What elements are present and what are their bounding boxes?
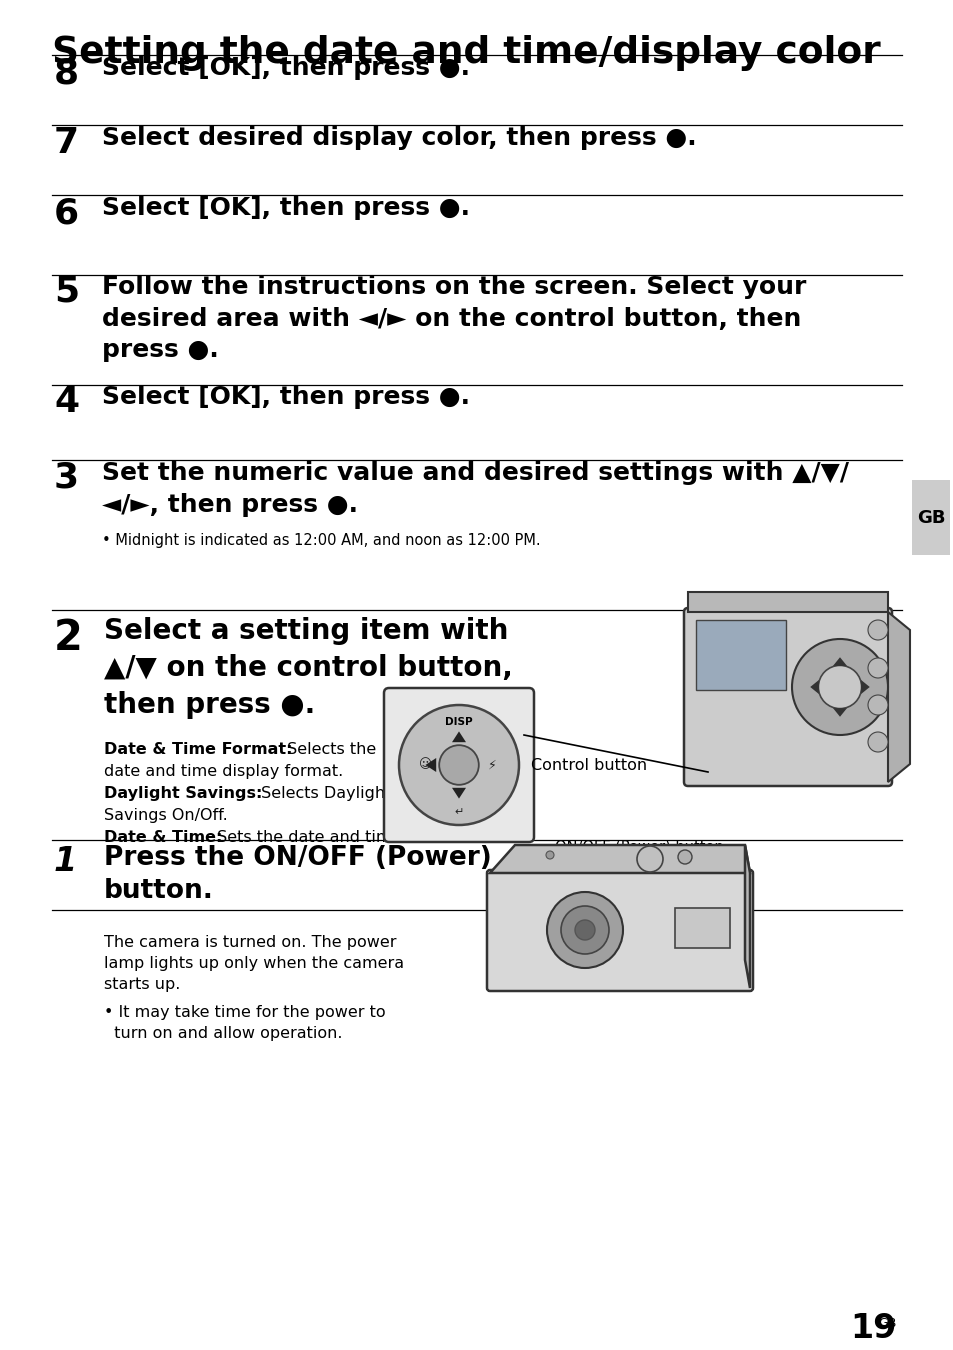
Text: 1: 1 bbox=[54, 845, 77, 878]
Bar bbox=[675, 909, 729, 948]
FancyBboxPatch shape bbox=[683, 608, 891, 786]
Text: 19: 19 bbox=[850, 1312, 896, 1345]
Text: • Midnight is indicated as 12:00 AM, and noon as 12:00 PM.: • Midnight is indicated as 12:00 AM, and… bbox=[102, 533, 540, 548]
Polygon shape bbox=[832, 709, 846, 717]
Bar bbox=[687, 593, 887, 612]
Polygon shape bbox=[490, 845, 749, 873]
Text: Date & Time:: Date & Time: bbox=[104, 830, 222, 845]
Circle shape bbox=[438, 745, 478, 784]
Text: 5: 5 bbox=[54, 275, 79, 309]
Text: Setting the date and time/display color: Setting the date and time/display color bbox=[52, 35, 880, 72]
Text: Control button: Control button bbox=[531, 757, 646, 772]
Text: ON/OFF (Power) button: ON/OFF (Power) button bbox=[555, 840, 723, 855]
Polygon shape bbox=[809, 680, 818, 694]
Text: GB: GB bbox=[878, 1318, 896, 1330]
Circle shape bbox=[818, 666, 861, 709]
Text: • It may take time for the power to
  turn on and allow operation.: • It may take time for the power to turn… bbox=[104, 1004, 385, 1041]
Circle shape bbox=[867, 657, 887, 678]
FancyBboxPatch shape bbox=[384, 688, 534, 842]
Circle shape bbox=[560, 906, 608, 954]
Text: 8: 8 bbox=[54, 55, 79, 90]
Circle shape bbox=[546, 892, 622, 968]
Text: Press the ON/OFF (Power)
button.: Press the ON/OFF (Power) button. bbox=[104, 845, 491, 905]
Text: 3: 3 bbox=[54, 460, 79, 495]
Polygon shape bbox=[832, 657, 846, 666]
Bar bbox=[696, 620, 785, 690]
Polygon shape bbox=[425, 757, 436, 772]
Text: 2: 2 bbox=[54, 617, 83, 659]
Text: The camera is turned on. The power
lamp lights up only when the camera
starts up: The camera is turned on. The power lamp … bbox=[104, 936, 404, 992]
Circle shape bbox=[545, 850, 554, 859]
Polygon shape bbox=[861, 680, 869, 694]
Circle shape bbox=[398, 705, 518, 825]
Circle shape bbox=[637, 846, 662, 872]
Text: Savings On/Off.: Savings On/Off. bbox=[104, 809, 228, 824]
Polygon shape bbox=[744, 845, 749, 988]
Polygon shape bbox=[452, 732, 465, 742]
Text: 7: 7 bbox=[54, 126, 79, 161]
Text: Select a setting item with
▲/▼ on the control button,
then press ●.: Select a setting item with ▲/▼ on the co… bbox=[104, 617, 513, 718]
Text: Date & Time Format:: Date & Time Format: bbox=[104, 743, 293, 757]
Text: Select [OK], then press ●.: Select [OK], then press ●. bbox=[102, 55, 470, 80]
Text: Select [OK], then press ●.: Select [OK], then press ●. bbox=[102, 385, 470, 409]
Text: Selects the: Selects the bbox=[282, 743, 375, 757]
Text: Select [OK], then press ●.: Select [OK], then press ●. bbox=[102, 196, 470, 220]
Text: ↵: ↵ bbox=[454, 807, 463, 817]
Text: Selects Daylight: Selects Daylight bbox=[255, 786, 391, 801]
FancyBboxPatch shape bbox=[486, 869, 752, 991]
Text: Select desired display color, then press ●.: Select desired display color, then press… bbox=[102, 126, 696, 150]
Circle shape bbox=[678, 850, 691, 864]
Bar bbox=[911, 481, 949, 555]
Circle shape bbox=[867, 732, 887, 752]
Text: date and time display format.: date and time display format. bbox=[104, 764, 343, 779]
Circle shape bbox=[867, 620, 887, 640]
Text: ☺: ☺ bbox=[418, 759, 432, 771]
Circle shape bbox=[867, 695, 887, 716]
Polygon shape bbox=[452, 788, 465, 799]
Text: 6: 6 bbox=[54, 196, 79, 230]
Text: Daylight Savings:: Daylight Savings: bbox=[104, 786, 262, 801]
Text: Set the numeric value and desired settings with ▲/▼/
◄/►, then press ●.: Set the numeric value and desired settin… bbox=[102, 460, 848, 517]
Circle shape bbox=[791, 639, 887, 734]
Text: Follow the instructions on the screen. Select your
desired area with ◄/► on the : Follow the instructions on the screen. S… bbox=[102, 275, 805, 362]
Text: ⚡: ⚡ bbox=[488, 759, 497, 771]
Circle shape bbox=[575, 919, 595, 940]
Polygon shape bbox=[887, 612, 909, 782]
Text: Sets the date and time.: Sets the date and time. bbox=[212, 830, 406, 845]
Text: 4: 4 bbox=[54, 385, 79, 418]
Text: DISP: DISP bbox=[445, 717, 473, 726]
Text: GB: GB bbox=[916, 509, 944, 526]
